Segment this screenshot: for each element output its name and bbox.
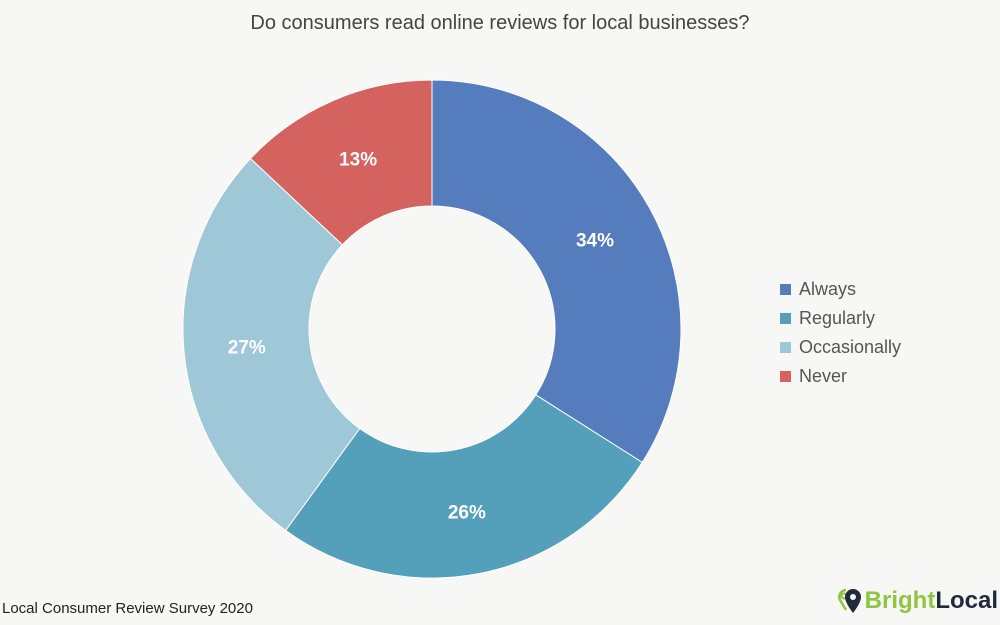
legend-swatch (780, 284, 791, 295)
legend-item-always: Always (780, 275, 901, 304)
brightlocal-logo: Bright Local (837, 587, 998, 615)
map-pin-icon (837, 588, 861, 613)
legend-label: Always (799, 279, 857, 299)
legend: Always Regularly Occasionally Never (780, 275, 901, 391)
logo-text-local: Local (935, 587, 998, 614)
data-label-never: 13% (339, 149, 377, 170)
slice-always (431, 79, 682, 464)
data-label-regularly: 26% (448, 503, 486, 524)
legend-item-occasionally: Occasionally (780, 333, 901, 362)
logo-text-bright: Bright (864, 587, 936, 614)
legend-swatch (780, 313, 791, 324)
data-label-occasionally: 27% (228, 338, 266, 359)
legend-label: Regularly (799, 308, 876, 328)
legend-item-regularly: Regularly (780, 304, 901, 333)
slice-occasionally (182, 157, 361, 532)
slice-regularly (284, 394, 643, 579)
chart-title: Do consumers read online reviews for loc… (250, 12, 750, 34)
legend-item-never: Never (780, 362, 901, 391)
legend-label: Never (799, 366, 848, 386)
source-note: Local Consumer Review Survey 2020 (2, 600, 253, 617)
legend-swatch (780, 342, 791, 353)
slice-never (249, 79, 433, 246)
legend-label: Occasionally (799, 337, 902, 357)
data-label-always: 34% (576, 230, 614, 251)
legend-swatch (780, 371, 791, 382)
